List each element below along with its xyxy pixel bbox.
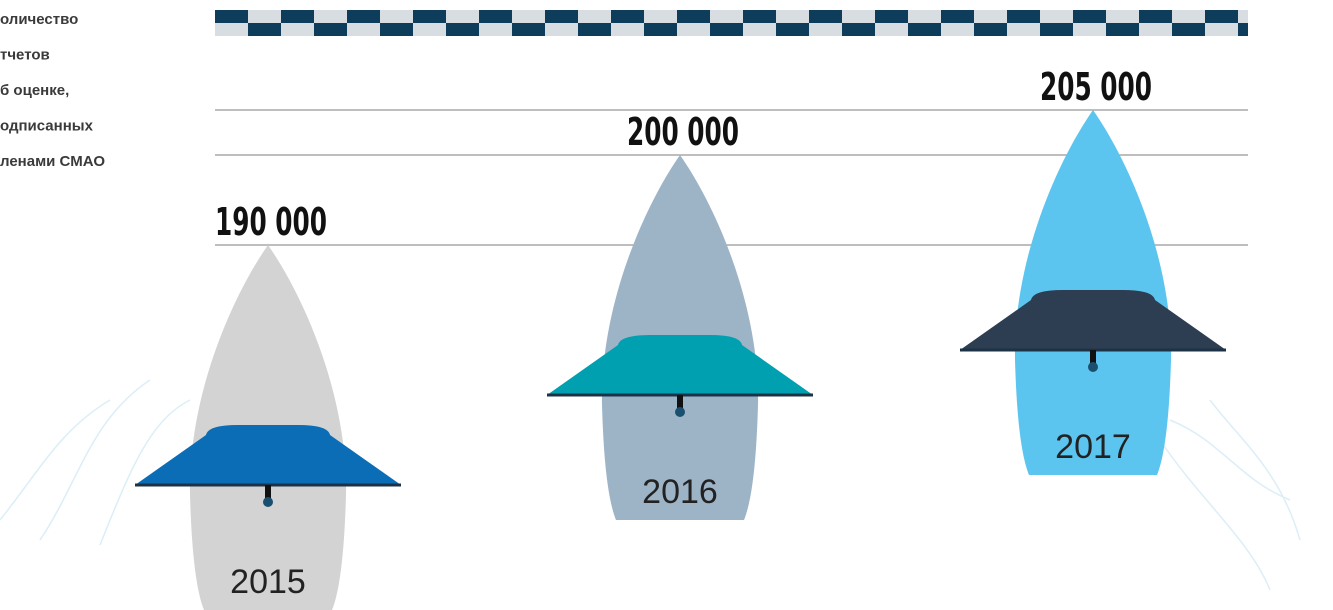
value-label: 200 000	[627, 110, 739, 154]
boat-group: 200 000 2016	[547, 110, 813, 520]
year-label: 2017	[1055, 428, 1131, 466]
umbrella	[960, 290, 1226, 350]
title-line: одписанных	[0, 118, 94, 135]
umbrella-tip	[1088, 362, 1098, 372]
title-line: тчетов	[0, 47, 50, 64]
boat-group: 190 000 2015	[135, 200, 401, 610]
title: оличество тчетов б оценке, одписанных ленами…	[0, 11, 105, 170]
umbrella	[135, 425, 401, 485]
title-line: оличество	[0, 11, 78, 28]
value-label: 205 000	[1040, 65, 1152, 109]
umbrella-tip	[675, 407, 685, 417]
umbrella	[547, 335, 813, 395]
title-line: ленами СМАО	[0, 153, 105, 170]
year-label: 2016	[642, 473, 718, 511]
infographic: оличество тчетов б оценке, одписанных ленами…	[0, 0, 1333, 610]
checkered-strip	[215, 10, 1248, 36]
title-line: б оценке,	[0, 82, 69, 99]
value-label: 190 000	[215, 200, 327, 244]
umbrella-tip	[263, 497, 273, 507]
boat-group: 205 000 2017	[960, 65, 1226, 475]
year-label: 2015	[230, 563, 306, 601]
